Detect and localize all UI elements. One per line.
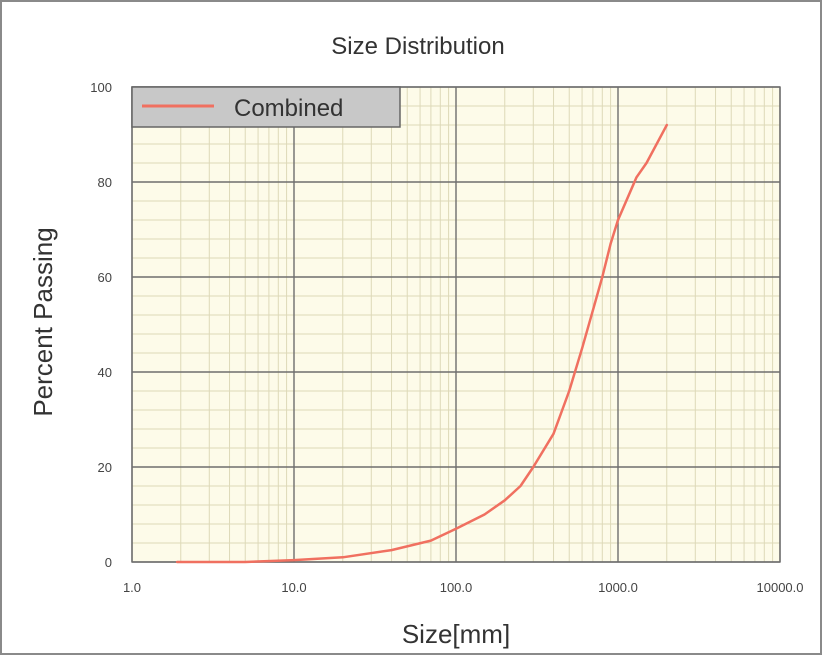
y-tick-label: 0	[105, 555, 112, 570]
plot-border	[131, 86, 781, 563]
y-tick-label: 60	[98, 270, 112, 285]
y-axis-label: Percent Passing	[28, 227, 58, 416]
x-axis-label: Size[mm]	[402, 619, 510, 649]
x-tick-label: 1.0	[123, 580, 141, 595]
legend: Combined	[131, 86, 401, 128]
x-tick-label: 1000.0	[598, 580, 638, 595]
y-tick-label: 80	[98, 175, 112, 190]
y-tick-label: 100	[90, 80, 112, 95]
y-tick-label: 20	[98, 460, 112, 475]
x-tick-label: 100.0	[440, 580, 473, 595]
chart-title: Size Distribution	[331, 33, 504, 60]
x-tick-label: 10.0	[281, 580, 306, 595]
axis-ticks: 1.0 10.0 100.0 1000.0 10000.0 0 20 40 60 80 100	[90, 80, 803, 595]
series-layer	[175, 123, 669, 564]
y-tick-label: 40	[98, 365, 112, 380]
x-tick-label: 10000.0	[757, 580, 804, 595]
legend-label-combined: Combined	[234, 95, 343, 122]
